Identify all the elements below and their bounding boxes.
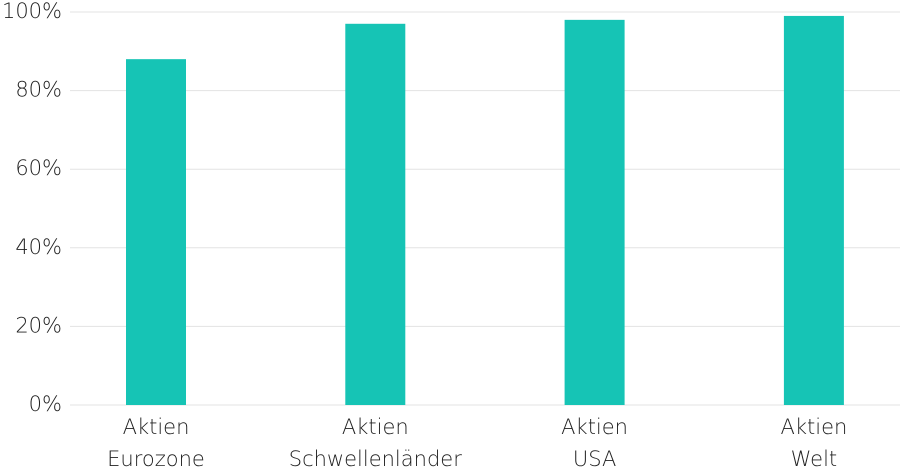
y-tick-label: 60%	[15, 156, 62, 180]
y-tick-label: 20%	[15, 313, 62, 337]
y-tick-label: 40%	[15, 235, 62, 259]
x-tick-label: Aktien USA	[561, 415, 628, 471]
bar	[345, 23, 406, 405]
x-tick-label: Aktien Welt	[780, 415, 848, 471]
bar	[783, 15, 844, 406]
bar	[126, 59, 186, 405]
y-tick-label: 80%	[15, 78, 62, 102]
y-tick-label: 100%	[2, 0, 62, 23]
bar	[564, 19, 625, 406]
x-tick-label: Aktien Schwellenländer	[288, 415, 462, 471]
y-tick-label: 0%	[29, 392, 62, 416]
x-tick-label: Aktien Eurozone	[107, 415, 205, 471]
